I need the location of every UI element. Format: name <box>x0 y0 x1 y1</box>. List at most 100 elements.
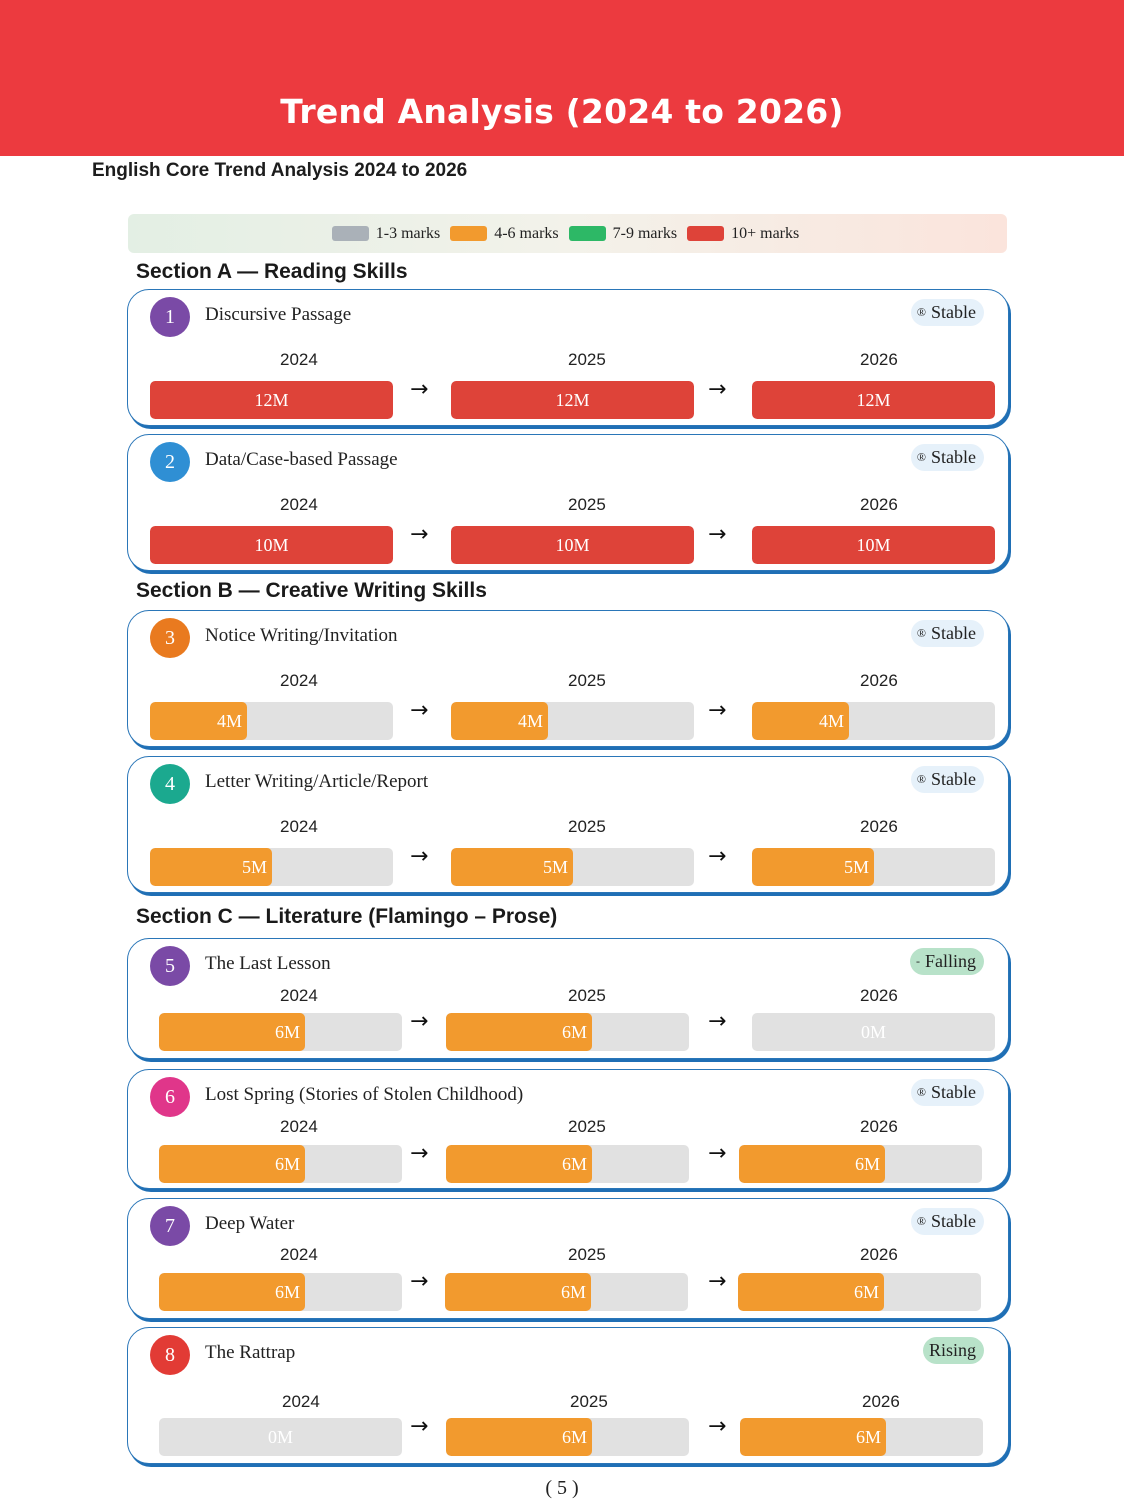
topic-card: 2 Data/Case-based Passage ® Stable 2024 10M → 2… <box>127 434 1009 571</box>
legend-swatch <box>568 226 606 241</box>
marks-bar: 6M <box>738 1273 981 1311</box>
topic-number-badge: 2 <box>150 442 190 482</box>
marks-bar: 4M <box>752 702 995 740</box>
marks-bar-label: 12M <box>856 390 891 410</box>
page-number: ( 5 ) <box>545 1477 579 1499</box>
year-label: 2025 <box>568 350 606 369</box>
marks-bar: 6M <box>446 1013 689 1051</box>
marks-bar-fill <box>150 526 393 564</box>
header-banner: Trend Analysis (2024 to 2026) <box>0 0 1124 156</box>
topic-card: 6 Lost Spring (Stories of Stolen Childhoo… <box>127 1069 1009 1189</box>
status-label: Stable <box>931 1082 976 1102</box>
legend-item: 4-6 marks <box>450 224 559 243</box>
right-arrow-icon: → <box>410 844 429 869</box>
legend-swatch <box>331 226 369 241</box>
marks-bar-label: 6M <box>275 1022 301 1042</box>
status-icon: ® <box>916 626 926 640</box>
year-label: 2026 <box>860 1245 898 1264</box>
topic-name: Discursive Passage <box>205 304 352 325</box>
topic-card: 8 The Rattrap Rising 2024 0M → 2025 6M → 2026 6M <box>127 1327 1009 1464</box>
legend-swatch <box>450 226 488 241</box>
marks-bar: 6M <box>740 1418 983 1456</box>
marks-bar: 4M <box>451 702 694 740</box>
status-badge: ® Stable <box>910 1208 984 1235</box>
topic-card: 5 The Last Lesson - Falling 2024 6M → 2025 6M → 20… <box>127 938 1009 1059</box>
marks-bar-fill <box>159 1273 305 1311</box>
status-icon: ® <box>916 1085 926 1099</box>
marks-bar-label: 6M <box>275 1282 301 1302</box>
year-label: 2024 <box>282 1392 320 1411</box>
marks-bar: 6M <box>159 1273 402 1311</box>
status-icon: ® <box>916 772 926 786</box>
marks-bar-fill <box>451 381 694 419</box>
section-heading-c: Section C — Literature (Flamingo – Prose… <box>136 905 558 928</box>
legend-label: 4-6 marks <box>494 224 559 242</box>
topic-number-badge: 8 <box>150 1335 190 1375</box>
right-arrow-icon: → <box>708 377 727 402</box>
legend-item: 10+ marks <box>687 225 799 243</box>
status-label: Stable <box>931 769 976 789</box>
marks-bar: 6M <box>446 1145 689 1183</box>
year-label: 2024 <box>280 1245 318 1264</box>
right-arrow-icon: → <box>708 1414 727 1439</box>
topic-number-badge: 5 <box>150 946 190 986</box>
status-label: Stable <box>931 623 976 643</box>
right-arrow-icon: → <box>708 1009 727 1034</box>
topic-card: 1 Discursive Passage ® Stable 2024 12M → 2025 12… <box>127 289 1009 426</box>
topic-name: The Rattrap <box>205 1342 296 1363</box>
marks-bar: 10M <box>451 526 694 564</box>
topic-card: 3 Notice Writing/Invitation ® Stable 2024 4M →… <box>127 610 1009 747</box>
status-badge: ® Stable <box>910 766 984 793</box>
year-label: 2026 <box>860 817 898 836</box>
right-arrow-icon: → <box>410 1414 429 1439</box>
status-icon: - <box>915 954 920 968</box>
topic-number-badge: 1 <box>150 297 190 337</box>
marks-bar: 4M <box>150 702 393 740</box>
section-heading-b: Section B — Creative Writing Skills <box>136 579 487 602</box>
marks-bar-fill <box>159 1145 305 1183</box>
topic-name: Letter Writing/Article/Report <box>205 771 429 792</box>
marks-bar-fill <box>752 526 995 564</box>
legend-swatch <box>687 226 725 241</box>
marks-bar-label: 6M <box>562 1427 588 1447</box>
marks-bar: 12M <box>752 381 995 419</box>
status-label: Stable <box>931 1211 976 1231</box>
topic-number-badge: 4 <box>150 764 190 804</box>
right-arrow-icon: → <box>410 1269 429 1294</box>
right-arrow-icon: → <box>708 1269 727 1294</box>
marks-bar-fill <box>740 1418 886 1456</box>
marks-bar-fill <box>446 1145 592 1183</box>
status-badge: ® Stable <box>910 1079 984 1106</box>
marks-bar: 10M <box>752 526 995 564</box>
status-badge: ® Stable <box>910 444 984 471</box>
year-label: 2026 <box>860 1117 898 1136</box>
marks-bar: 5M <box>752 848 995 886</box>
legend: 1-3 marks 4-6 marks 7-9 marks 10+ marks <box>128 214 1007 253</box>
marks-bar-label: 5M <box>844 857 870 877</box>
marks-bar-label: 12M <box>555 390 590 410</box>
topic-card: 4 Letter Writing/Article/Report ® Stable 202… <box>127 756 1009 893</box>
marks-bar: 5M <box>150 848 393 886</box>
marks-bar: 0M <box>159 1418 402 1456</box>
year-label: 2026 <box>860 671 898 690</box>
marks-bar-label: 0M <box>860 1022 886 1042</box>
status-badge: ® Stable <box>910 299 984 326</box>
status-label: Falling <box>924 951 976 971</box>
year-label: 2024 <box>280 350 318 369</box>
year-label: 2024 <box>280 495 318 514</box>
marks-bar-label: 6M <box>854 1282 880 1302</box>
topic-name: Lost Spring (Stories of Stolen Childhood… <box>205 1084 524 1105</box>
right-arrow-icon: → <box>410 1141 429 1166</box>
year-label: 2026 <box>862 1392 900 1411</box>
marks-bar-fill <box>752 848 874 886</box>
year-label: 2026 <box>860 986 898 1005</box>
legend-label: 1-3 marks <box>375 224 441 242</box>
status-icon: ® <box>916 450 926 464</box>
marks-bar: 12M <box>150 381 393 419</box>
marks-bar-label: 5M <box>543 857 569 877</box>
year-label: 2024 <box>280 671 318 690</box>
year-label: 2025 <box>568 1117 606 1136</box>
marks-bar: 6M <box>159 1013 402 1051</box>
marks-bar-fill <box>752 381 995 419</box>
right-arrow-icon: → <box>410 1009 429 1034</box>
